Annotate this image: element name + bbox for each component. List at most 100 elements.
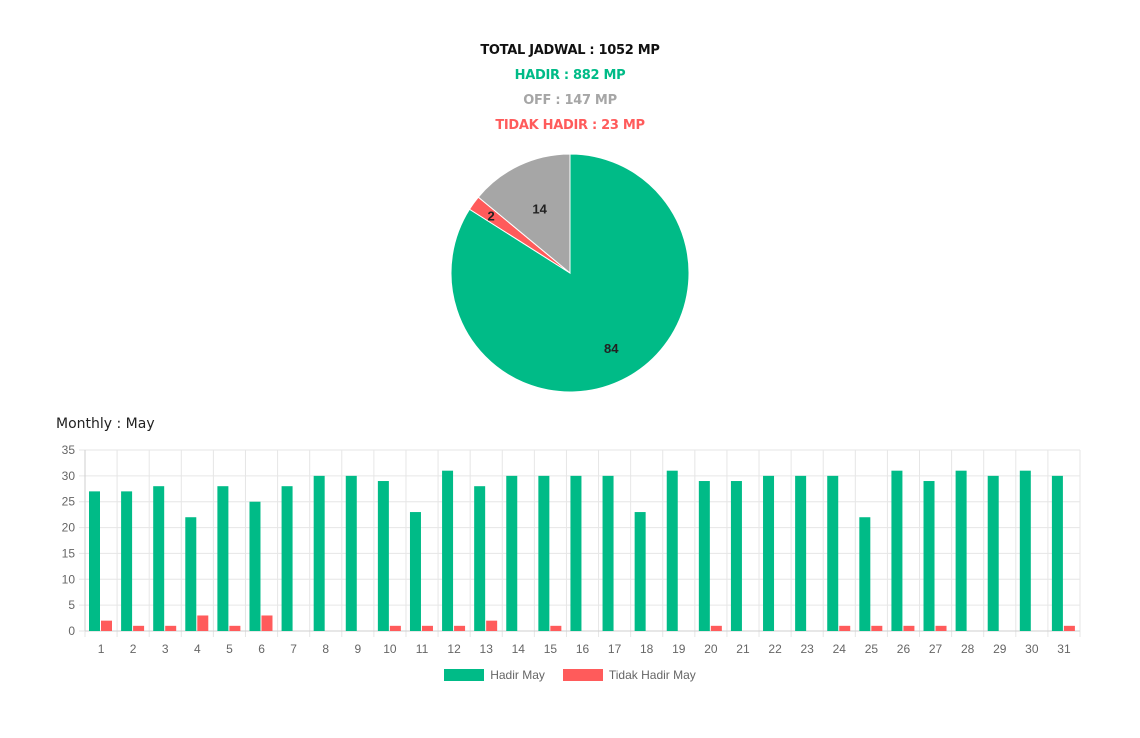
y-tick-label: 35 [62, 443, 76, 457]
bar-chart-legend: Hadir May Tidak Hadir May [0, 668, 1140, 682]
x-tick-label: 3 [162, 642, 169, 656]
bar-hadir[interactable] [442, 470, 454, 631]
bar-hadir[interactable] [249, 501, 261, 631]
bar-hadir[interactable] [763, 475, 775, 631]
bar-hadir[interactable] [153, 486, 165, 631]
x-tick-label: 18 [640, 642, 654, 656]
x-tick-label: 9 [354, 642, 361, 656]
bar-hadir[interactable] [634, 512, 646, 631]
bar-hadir[interactable] [666, 470, 678, 631]
bar-tidak-hadir[interactable] [389, 625, 401, 631]
pie-slice-label-0: 84 [604, 341, 619, 356]
y-tick-label: 25 [62, 495, 76, 509]
bar-tidak-hadir[interactable] [133, 625, 145, 631]
bar-tidak-hadir[interactable] [935, 625, 947, 631]
x-tick-label: 31 [1057, 642, 1071, 656]
bar-hadir[interactable] [217, 486, 229, 631]
y-tick-label: 0 [68, 624, 75, 638]
x-tick-label: 23 [800, 642, 814, 656]
x-tick-label: 17 [608, 642, 622, 656]
x-tick-label: 29 [993, 642, 1007, 656]
bar-hadir[interactable] [1019, 470, 1031, 631]
x-tick-label: 19 [672, 642, 686, 656]
x-tick-label: 2 [130, 642, 137, 656]
x-tick-label: 13 [480, 642, 494, 656]
bar-hadir[interactable] [1051, 475, 1063, 631]
monthly-chart-title: Monthly : May [56, 416, 155, 432]
bar-tidak-hadir[interactable] [903, 625, 915, 631]
x-tick-label: 22 [768, 642, 782, 656]
x-tick-label: 11 [416, 642, 429, 656]
hadir-label: HADIR : 882 MP [514, 68, 626, 83]
y-tick-label: 20 [62, 521, 76, 535]
bar-hadir[interactable] [345, 475, 357, 631]
bar-tidak-hadir[interactable] [1063, 625, 1075, 631]
bar-tidak-hadir[interactable] [550, 625, 562, 631]
bar-hadir[interactable] [506, 475, 518, 631]
bar-hadir[interactable] [313, 475, 325, 631]
bar-hadir[interactable] [570, 475, 582, 631]
bar-tidak-hadir[interactable] [101, 620, 112, 631]
bar-tidak-hadir[interactable] [261, 615, 273, 631]
x-tick-label: 12 [447, 642, 461, 656]
bar-tidak-hadir[interactable] [839, 625, 851, 631]
x-tick-label: 28 [961, 642, 975, 656]
bar-hadir[interactable] [730, 481, 742, 631]
x-tick-label: 7 [290, 642, 297, 656]
pie-slice-label-1: 2 [487, 209, 494, 224]
bar-hadir[interactable] [538, 475, 550, 631]
x-tick-label: 26 [897, 642, 911, 656]
bar-hadir[interactable] [89, 491, 100, 631]
x-tick-label: 27 [929, 642, 943, 656]
bar-hadir[interactable] [987, 475, 999, 631]
x-tick-label: 14 [512, 642, 526, 656]
bar-hadir[interactable] [602, 475, 614, 631]
bar-tidak-hadir[interactable] [165, 625, 177, 631]
bar-tidak-hadir[interactable] [454, 625, 466, 631]
bar-tidak-hadir[interactable] [710, 625, 722, 631]
bar-hadir[interactable] [281, 486, 293, 631]
legend-item-tidak-hadir[interactable]: Tidak Hadir May [562, 668, 696, 682]
bar-hadir[interactable] [698, 481, 710, 631]
legend-label-tidak-hadir: Tidak Hadir May [608, 668, 696, 682]
x-tick-label: 25 [865, 642, 879, 656]
legend-swatch-tidak-hadir [562, 669, 603, 681]
total-jadwal-label: TOTAL JADWAL : 1052 MP [480, 43, 660, 58]
bar-tidak-hadir[interactable] [486, 620, 498, 631]
bar-hadir[interactable] [474, 486, 486, 631]
y-tick-label: 5 [68, 598, 75, 612]
bar-hadir[interactable] [377, 481, 389, 631]
legend-label-hadir: Hadir May [490, 668, 545, 682]
x-tick-label: 20 [704, 642, 718, 656]
y-tick-label: 15 [62, 546, 76, 560]
x-tick-label: 1 [98, 642, 105, 656]
x-tick-label: 6 [258, 642, 265, 656]
bar-hadir[interactable] [121, 491, 133, 631]
legend-item-hadir[interactable]: Hadir May [444, 668, 545, 682]
bar-tidak-hadir[interactable] [197, 615, 209, 631]
bar-hadir[interactable] [923, 481, 935, 631]
x-tick-label: 8 [322, 642, 329, 656]
attendance-pie-chart: 84 2 14 [450, 153, 690, 393]
bar-hadir[interactable] [955, 470, 967, 631]
bar-hadir[interactable] [859, 517, 871, 631]
bar-hadir[interactable] [409, 512, 421, 631]
pie-slice-label-2: 14 [532, 201, 547, 216]
x-tick-label: 4 [194, 642, 201, 656]
bar-hadir[interactable] [185, 517, 197, 631]
tidak-hadir-label: TIDAK HADIR : 23 MP [495, 118, 645, 133]
bar-tidak-hadir[interactable] [871, 625, 883, 631]
bar-tidak-hadir[interactable] [421, 625, 433, 631]
bar-tidak-hadir[interactable] [229, 625, 241, 631]
x-tick-label: 16 [576, 642, 590, 656]
x-tick-label: 30 [1025, 642, 1039, 656]
legend-swatch-hadir [444, 669, 485, 681]
bar-hadir[interactable] [795, 475, 807, 631]
x-tick-label: 15 [544, 642, 558, 656]
pie-slice-2[interactable] [477, 153, 571, 275]
x-tick-label: 21 [736, 642, 750, 656]
bar-hadir[interactable] [827, 475, 839, 631]
bar-hadir[interactable] [891, 470, 903, 631]
x-tick-label: 24 [833, 642, 847, 656]
